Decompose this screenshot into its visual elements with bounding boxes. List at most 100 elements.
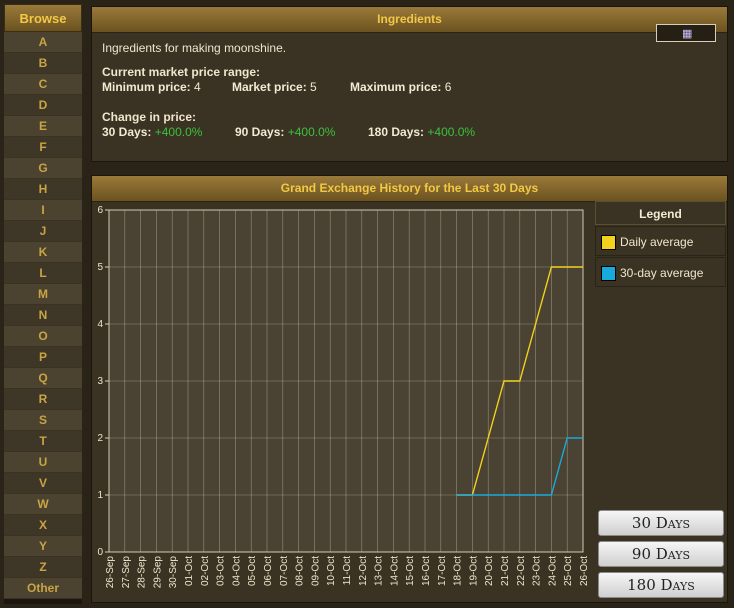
browse-letter-g[interactable]: G [4, 158, 82, 179]
browse-letter-n[interactable]: N [4, 305, 82, 326]
legend-swatch-daily [601, 235, 616, 250]
item-info-body: Ingredients for making moonshine. Curren… [92, 33, 727, 139]
price-chart: 26-Sep 27-Sep 28-Sep 29-Sep 30-Sep 01-Oct 02-O… [97, 205, 590, 589]
x-tick-label: 10-Oct [326, 556, 337, 586]
legend-label-daily: Daily average [620, 235, 694, 249]
y-tick-label: 2 [97, 433, 103, 444]
series-line-30-day-average [456, 437, 583, 496]
x-tick-label: 15-Oct [405, 556, 416, 586]
range-90-days-button[interactable]: 90 Days [598, 541, 724, 567]
y-tick-label: 6 [97, 205, 103, 216]
y-tick-label: 3 [97, 376, 103, 387]
x-tick-label: 07-Oct [279, 556, 290, 586]
x-tick-label: 04-Oct [231, 556, 242, 586]
x-tick-label: 03-Oct [216, 556, 227, 586]
change-180-value: +400.0% [427, 125, 476, 139]
browse-letter-e[interactable]: E [4, 116, 82, 137]
browse-letter-k[interactable]: K [4, 242, 82, 263]
market-price: Market price: 5 [232, 80, 317, 94]
min-price-value: 4 [194, 80, 201, 94]
change-180: 180 Days: +400.0% [368, 125, 475, 139]
browse-header: Browse [4, 4, 82, 32]
x-tick-label: 19-Oct [468, 556, 479, 586]
item-title: Ingredients [92, 7, 727, 33]
browse-letter-t[interactable]: T [4, 431, 82, 452]
browse-letter-b[interactable]: B [4, 53, 82, 74]
x-tick-label: 28-Sep [137, 556, 148, 589]
change-30: 30 Days: +400.0% [102, 125, 202, 139]
x-tick-label: 23-Oct [532, 556, 543, 586]
x-tick-label: 11-Oct [342, 556, 353, 585]
legend-item-avg30: 30-day average [595, 257, 726, 287]
change-label: Change in price: [102, 110, 197, 124]
browse-letter-u[interactable]: U [4, 452, 82, 473]
browse-letter-w[interactable]: W [4, 494, 82, 515]
legend-label-avg30: 30-day average [620, 266, 704, 280]
x-tick-label: 26-Sep [105, 556, 116, 589]
x-tick-label: 08-Oct [295, 556, 306, 586]
range-30-days-button[interactable]: 30 Days [598, 510, 724, 536]
browse-letter-x[interactable]: X [4, 515, 82, 536]
price-history-panel: Grand Exchange History for the Last 30 D… [91, 175, 728, 603]
x-tick-label: 14-Oct [389, 556, 400, 586]
browse-letter-q[interactable]: Q [4, 368, 82, 389]
chart-title: Grand Exchange History for the Last 30 D… [92, 176, 727, 202]
x-tick-label: 12-Oct [358, 556, 369, 586]
x-tick-label: 20-Oct [484, 556, 495, 586]
max-price: Maximum price: 6 [350, 80, 451, 94]
change-90-value: +400.0% [287, 125, 336, 139]
change-30-value: +400.0% [154, 125, 203, 139]
x-tick-label: 05-Oct [247, 556, 258, 586]
y-tick-label: 1 [97, 490, 103, 501]
broken-image-icon: ▦ [682, 28, 693, 40]
browse-letter-m[interactable]: M [4, 284, 82, 305]
browse-letter-y[interactable]: Y [4, 536, 82, 557]
market-price-value: 5 [310, 80, 317, 94]
change-180-label: 180 Days: [368, 125, 425, 139]
browse-letter-l[interactable]: L [4, 263, 82, 284]
browse-letter-p[interactable]: P [4, 347, 82, 368]
browse-letter-h[interactable]: H [4, 179, 82, 200]
x-tick-label: 01-Oct [184, 556, 195, 586]
browse-letter-r[interactable]: R [4, 389, 82, 410]
item-description: Ingredients for making moonshine. [102, 41, 287, 55]
y-tick-label: 5 [97, 262, 103, 273]
letter-list: A B C D E F G H I J K L M N O P Q R S T U V W X Y Z Other [4, 32, 82, 599]
x-tick-label: 13-Oct [374, 556, 385, 586]
browse-letter-f[interactable]: F [4, 137, 82, 158]
change-90: 90 Days: +400.0% [235, 125, 335, 139]
x-tick-label: 17-Oct [437, 556, 448, 586]
legend-item-daily: Daily average [595, 226, 726, 256]
browse-letter-o[interactable]: O [4, 326, 82, 347]
series-line-daily-average [456, 266, 583, 496]
browse-letter-z[interactable]: Z [4, 557, 82, 578]
max-price-label: Maximum price: [350, 80, 442, 94]
legend: Legend Daily average 30-day average [595, 201, 726, 511]
x-tick-label: 16-Oct [421, 556, 432, 586]
browse-letter-v[interactable]: V [4, 473, 82, 494]
x-tick-label: 27-Sep [121, 556, 132, 589]
market-price-label: Market price: [232, 80, 307, 94]
price-range-label: Current market price range: [102, 65, 261, 79]
x-tick-label: 26-Oct [579, 556, 590, 586]
browse-letter-i[interactable]: I [4, 200, 82, 221]
browse-letter-d[interactable]: D [4, 95, 82, 116]
x-tick-label: 21-Oct [500, 556, 511, 586]
legend-title: Legend [595, 201, 726, 225]
change-90-label: 90 Days: [235, 125, 285, 139]
browse-letter-other[interactable]: Other [4, 578, 82, 599]
item-info-panel: Ingredients Ingredients for making moons… [91, 6, 728, 162]
x-tick-label: 02-Oct [200, 556, 211, 586]
max-price-value: 6 [444, 80, 452, 94]
range-180-days-button[interactable]: 180 Days [598, 572, 724, 598]
browse-letter-j[interactable]: J [4, 221, 82, 242]
x-tick-label: 06-Oct [263, 556, 274, 586]
browse-sidebar: Browse A B C D E F G H I J K L M N O P Q R S T U V W X Y Z Other [4, 4, 82, 604]
legend-swatch-avg30 [601, 266, 616, 281]
browse-letter-a[interactable]: A [4, 32, 82, 53]
item-image: ▦ [656, 24, 716, 42]
x-tick-label: 25-Oct [563, 556, 574, 586]
browse-letter-c[interactable]: C [4, 74, 82, 95]
browse-letter-s[interactable]: S [4, 410, 82, 431]
x-tick-label: 09-Oct [310, 556, 321, 586]
